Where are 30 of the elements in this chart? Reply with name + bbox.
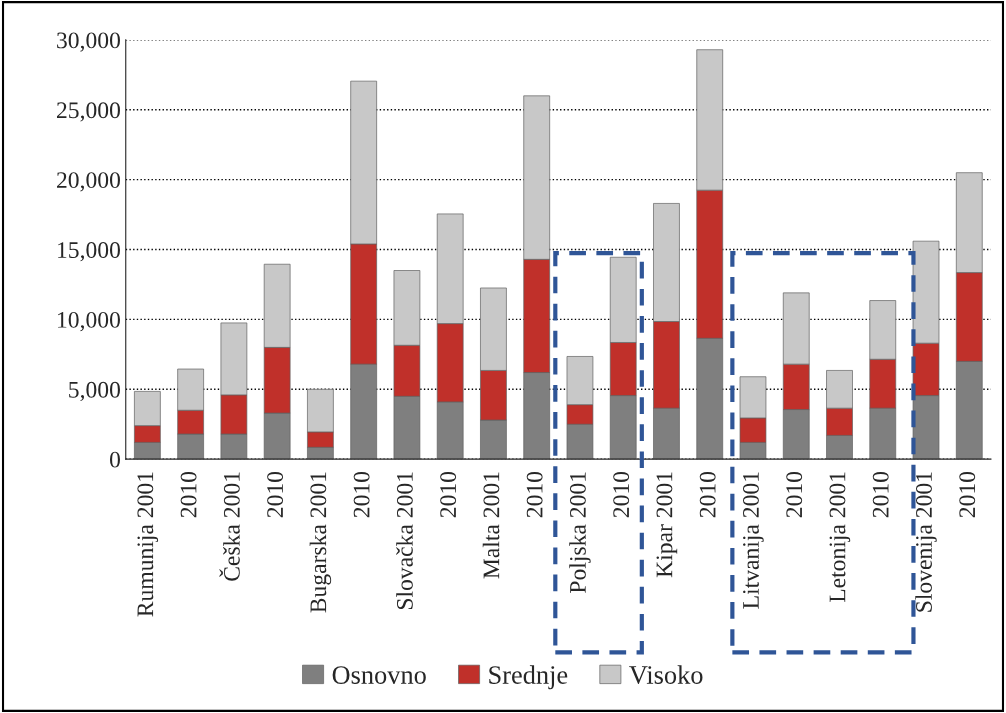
x-tick-label: 2010 [440, 471, 457, 518]
x-tick-label: 2010 [180, 471, 197, 518]
x-tick-label: Malta 2001 [482, 472, 500, 579]
x-tick-label: 2010 [786, 471, 803, 518]
x-tick-label: Litvanija 2001 [742, 472, 764, 609]
legend-label: Srednje [489, 665, 568, 690]
y-tick-label: 10,000 [58, 311, 120, 332]
x-tick-label: Letonija 2001 [829, 472, 851, 603]
y-tick-label: 5,000 [69, 381, 120, 402]
x-tick-label: Bugarska 2001 [309, 472, 332, 613]
x-tick-label: 2010 [526, 471, 543, 518]
x-tick-label: Slovenija 2001 [915, 472, 937, 612]
x-tick-label: Slovačka 2001 [396, 472, 413, 610]
x-tick-label: 2010 [267, 471, 284, 518]
y-tick-label: 20,000 [57, 172, 120, 192]
x-tick-label: 2010 [613, 471, 630, 518]
x-tick-label: 2010 [699, 471, 716, 518]
y-tick-label: 25,000 [57, 102, 120, 122]
y-tick-label: 30,000 [57, 32, 120, 52]
x-tick-label: Češka 2001 [219, 472, 240, 581]
x-tick-label: 2010 [353, 471, 370, 518]
x-tick-label: Poljska 2001 [569, 472, 591, 593]
y-tick-label: 0 [109, 451, 120, 468]
legend-label: Osnovno [332, 666, 426, 684]
legend-label: Visoko [629, 665, 703, 685]
x-tick-label: Rumunija 2001 [137, 472, 159, 617]
x-tick-label: 2010 [872, 471, 889, 518]
y-tick-label: 15,000 [58, 242, 120, 262]
x-tick-label: 2010 [959, 471, 976, 518]
x-tick-label: Kipar 2001 [656, 472, 678, 578]
